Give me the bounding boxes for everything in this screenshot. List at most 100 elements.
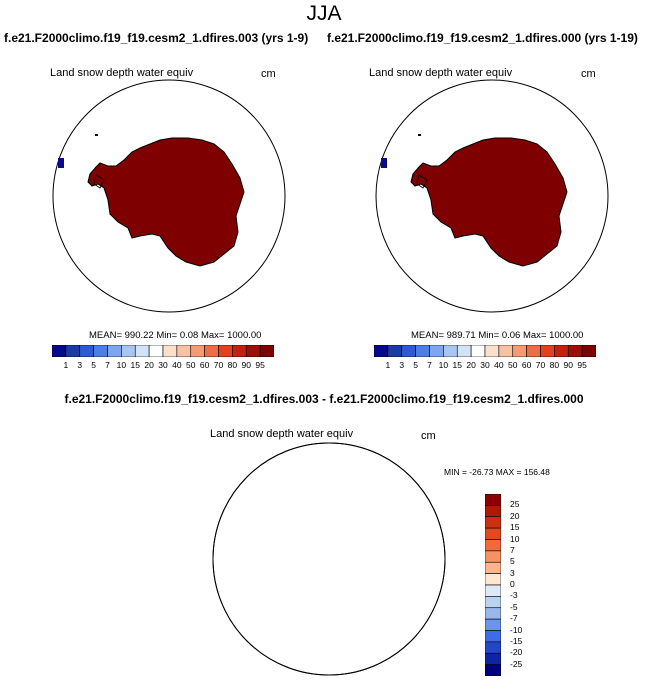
colorbar-swatch	[498, 345, 514, 357]
panel-left-colorbar	[52, 345, 274, 357]
difference-minmax: MIN = -26.73 MAX = 156.48	[444, 467, 550, 477]
colorbar-swatch	[485, 561, 501, 574]
difference-map	[212, 442, 446, 676]
colorbar-swatch	[162, 345, 178, 357]
panel-left-colorbar-labels: 1 3 5 7 10 15 20 30 40 50 60 70 80 90 95	[52, 360, 274, 372]
difference-colorbar-labels: 25 20 15 10 7 5 3 0 -3 -5 -7 -10 -15 -20 -25	[508, 494, 548, 676]
colorbar-swatch	[176, 345, 192, 357]
colorbar-swatch	[218, 345, 233, 357]
colorbar-swatch	[485, 596, 501, 609]
antarctica-shape	[410, 137, 568, 267]
difference-variable-label: Land snow depth water equiv	[210, 428, 354, 440]
colorbar-swatch	[485, 573, 501, 586]
panel-right-units-label: cm	[581, 68, 596, 80]
colorbar-tick-label: 90	[241, 360, 251, 370]
colorbar-swatch	[485, 527, 501, 540]
colorbar-swatch	[512, 345, 527, 357]
colorbar-swatch	[443, 345, 458, 357]
colorbar-tick-label: 80	[227, 360, 238, 370]
colorbar-swatch	[401, 345, 416, 357]
colorbar-tick-label: -15	[510, 635, 523, 646]
colorbar-swatch	[52, 345, 67, 357]
colorbar-tick-label: 10	[510, 533, 520, 544]
colorbar-tick-label: 50	[186, 360, 196, 370]
panel-right-colorbar-labels: 1 3 5 7 10 15 20 30 40 50 60 70 80 90 95	[374, 360, 596, 372]
colorbar-tick-label: 30	[480, 360, 490, 370]
colorbar-swatch	[485, 652, 501, 665]
colorbar-tick-label: 0	[510, 579, 515, 589]
colorbar-swatch	[540, 345, 555, 357]
colorbar-tick-label: 5	[510, 556, 515, 567]
colorbar-tick-label: -7	[510, 613, 518, 624]
colorbar-swatch	[484, 345, 500, 357]
colorbar-swatch	[415, 345, 430, 357]
colorbar-tick-label: 15	[452, 360, 462, 370]
colorbar-tick-label: -10	[510, 624, 523, 635]
colorbar-swatch	[259, 345, 274, 357]
colorbar-swatch	[148, 345, 164, 357]
colorbar-swatch	[121, 345, 136, 357]
panel-right-map	[375, 79, 609, 313]
colorbar-tick-label: 10	[438, 360, 449, 370]
colorbar-tick-label: 90	[563, 360, 573, 370]
colorbar-tick-label: 70	[535, 360, 546, 370]
panel-right-variable-label: Land snow depth water equiv	[369, 67, 513, 79]
colorbar-tick-label: 10	[116, 360, 127, 370]
colorbar-tick-label: 60	[199, 360, 210, 370]
colorbar-tick-label: -20	[510, 647, 523, 658]
colorbar-swatch	[485, 550, 501, 563]
colorbar-swatch	[232, 345, 247, 357]
colorbar-swatch	[79, 345, 94, 357]
colorbar-tick-label: 3	[77, 360, 83, 370]
colorbar-swatch	[65, 345, 81, 357]
colorbar-tick-label: -5	[510, 601, 518, 612]
blue-patch	[381, 158, 387, 168]
colorbar-tick-label: 7	[105, 360, 110, 370]
colorbar-swatch	[190, 345, 205, 357]
antarctica-shape	[87, 137, 245, 267]
colorbar-tick-label: 15	[510, 522, 520, 533]
colorbar-swatch	[485, 516, 501, 529]
colorbar-swatch	[485, 641, 501, 654]
colorbar-swatch	[485, 505, 501, 518]
colorbar-swatch	[485, 539, 501, 552]
colorbar-swatch	[456, 345, 472, 357]
colorbar-tick-label: 7	[427, 360, 432, 370]
colorbar-tick-label: 30	[158, 360, 168, 370]
colorbar-tick-label: 40	[494, 360, 504, 370]
colorbar-tick-label: 20	[466, 360, 476, 370]
colorbar-swatch	[429, 345, 444, 357]
colorbar-swatch	[374, 345, 389, 357]
colorbar-tick-label: 80	[549, 360, 560, 370]
panel-left-stats: MEAN= 990.22 Min= 0.08 Max= 1000.00	[89, 330, 262, 341]
panel-right-run-title: f.e21.F2000climo.f19_f19.cesm2_1.dfires.…	[327, 31, 638, 45]
colorbar-tick-label: 3	[399, 360, 405, 370]
colorbar-tick-label: 7	[510, 544, 515, 555]
blue-patch	[58, 158, 64, 168]
colorbar-tick-label: 70	[213, 360, 224, 370]
panel-left-run-title: f.e21.F2000climo.f19_f19.cesm2_1.dfires.…	[4, 31, 309, 45]
colorbar-tick-label: 3	[510, 567, 515, 578]
colorbar-tick-label: 15	[130, 360, 140, 370]
colorbar-swatch	[485, 664, 501, 676]
colorbar-swatch	[485, 630, 501, 643]
colorbar-tick-label: 25	[510, 499, 520, 510]
panel-left-units-label: cm	[261, 68, 276, 80]
panel-right-colorbar	[374, 345, 596, 357]
colorbar-tick-label: -3	[510, 590, 518, 601]
colorbar-swatch	[485, 584, 501, 597]
colorbar-tick-label: 60	[521, 360, 532, 370]
colorbar-swatch	[485, 607, 501, 620]
colorbar-swatch	[93, 345, 108, 357]
colorbar-tick-label: 5	[413, 360, 418, 370]
colorbar-swatch	[245, 345, 261, 357]
colorbar-swatch	[204, 345, 219, 357]
colorbar-tick-label: 1	[63, 360, 69, 370]
colorbar-tick-label: 95	[255, 360, 265, 370]
panel-left-variable-label: Land snow depth water equiv	[50, 67, 194, 79]
colorbar-swatch	[554, 345, 569, 357]
colorbar-swatch	[581, 345, 596, 357]
colorbar-swatch	[567, 345, 583, 357]
colorbar-tick-label: -25	[510, 658, 523, 669]
panel-right-stats: MEAN= 989.71 Min= 0.06 Max= 1000.00	[411, 330, 584, 341]
